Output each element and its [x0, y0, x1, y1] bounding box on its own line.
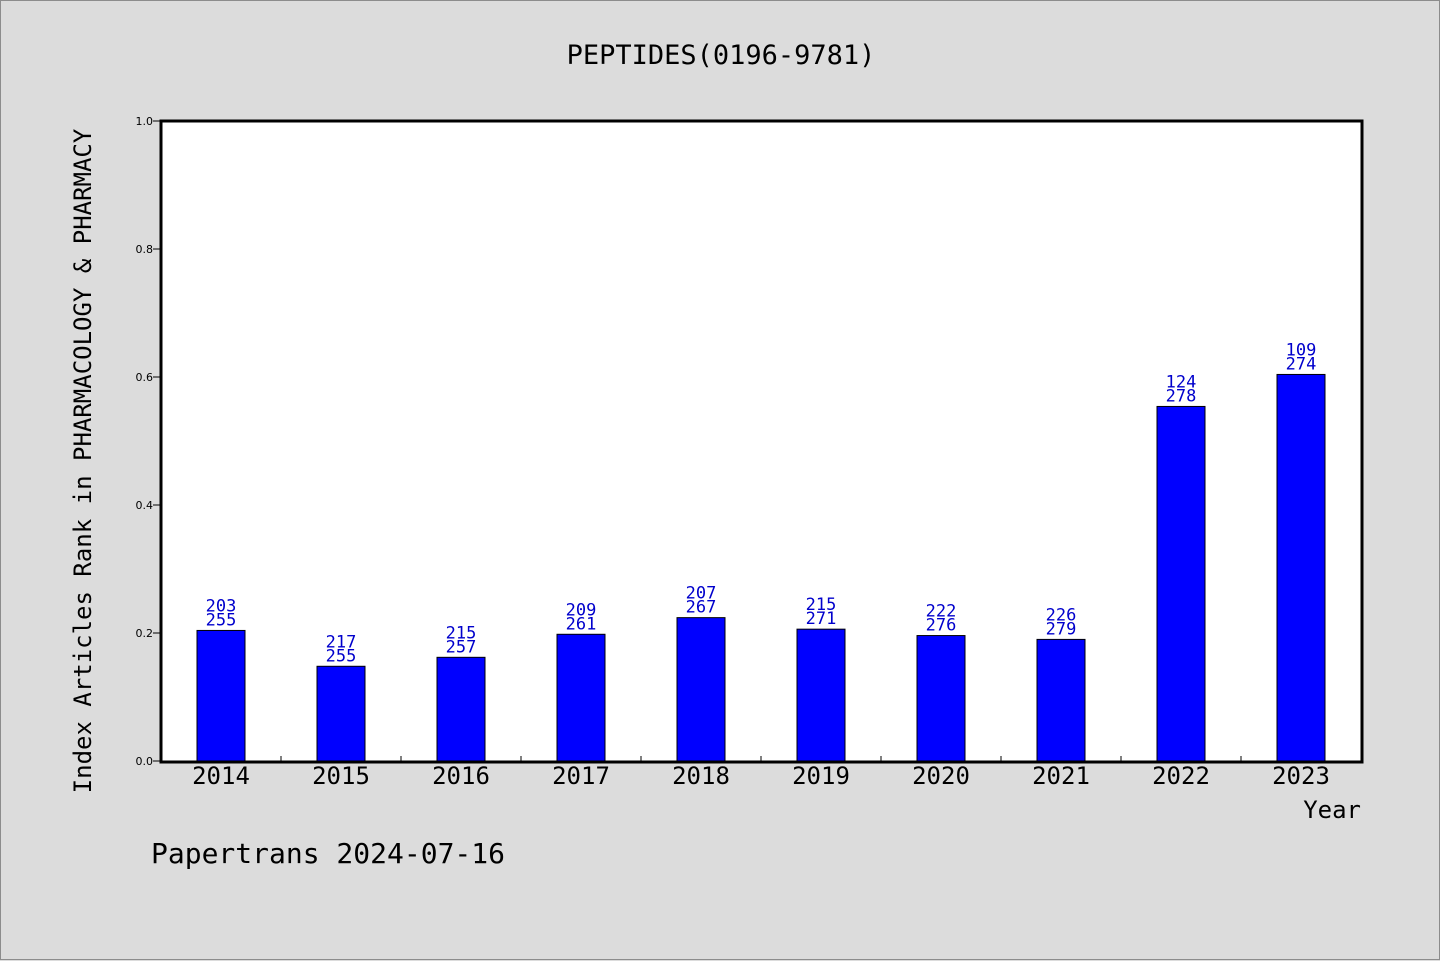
bar-2020 [916, 635, 966, 762]
bar-rank-label: 217 [326, 632, 357, 652]
bar-2022 [1156, 405, 1206, 762]
x-tick-label: 2020 [912, 762, 970, 790]
bar-2014 [196, 629, 246, 762]
bar-2017 [556, 633, 606, 762]
y-tick-label: 0.0 [136, 755, 154, 768]
y-axis-label: Index Articles Rank in PHARMACOLOGY & PH… [69, 128, 97, 793]
x-tick-label: 2021 [1032, 762, 1090, 790]
x-tick-label: 2017 [552, 762, 610, 790]
bar-rank-label: 222 [926, 602, 957, 622]
bar-rank-label: 226 [1046, 605, 1077, 625]
bar-total-label: 255 [326, 646, 357, 666]
bar-2018 [676, 617, 726, 762]
bar-2021 [1036, 638, 1086, 762]
y-tick-label: 1.0 [136, 115, 154, 128]
bar-2023 [1276, 373, 1326, 762]
bar-total-label: 276 [926, 616, 957, 636]
bar-total-label: 255 [206, 610, 237, 630]
bar-total-label: 267 [686, 598, 717, 618]
y-axis-ticks: 0.0 0.2 0.4 0.6 0.8 1.0 [136, 115, 161, 768]
y-tick-label: 0.8 [136, 243, 154, 256]
bar-2015 [316, 665, 366, 762]
x-axis-label: Year [1303, 796, 1361, 824]
bar-2016 [436, 656, 486, 762]
plot-border [159, 119, 1364, 764]
bar-rank-label: 109 [1286, 340, 1317, 360]
y-tick-label: 0.6 [136, 371, 154, 384]
bar-rank-label: 207 [686, 584, 717, 604]
y-tick-label: 0.4 [136, 499, 154, 512]
bar-2019 [796, 628, 846, 762]
footer-credit: Papertrans 2024-07-16 [151, 837, 505, 870]
x-tick-label: 2022 [1152, 762, 1210, 790]
bar-rank-label: 209 [566, 600, 597, 620]
x-tick-label: 2015 [312, 762, 370, 790]
bar-total-label: 278 [1166, 386, 1197, 406]
bar-total-label: 279 [1046, 619, 1077, 639]
bar-rank-label: 215 [446, 623, 477, 643]
x-tick-label: 2016 [432, 762, 490, 790]
x-tick-label: 2019 [792, 762, 850, 790]
y-tick-label: 0.2 [136, 627, 154, 640]
bar-rank-label: 203 [206, 596, 237, 616]
bar-total-label: 274 [1286, 354, 1317, 374]
x-tick-label: 2023 [1272, 762, 1330, 790]
x-axis-ticks: 2014 2015 2016 2017 2018 2019 2020 2021 2022 2023 [192, 756, 1330, 790]
x-tick-label: 2018 [672, 762, 730, 790]
bar-rank-label: 124 [1166, 372, 1197, 392]
bar-total-label: 261 [566, 614, 597, 634]
bar-total-label: 257 [446, 637, 477, 657]
bar-rank-label: 215 [806, 595, 837, 615]
chart-title: PEPTIDES(0196-9781) [567, 40, 876, 71]
bar-total-label: 271 [806, 609, 837, 629]
x-tick-label: 2014 [192, 762, 250, 790]
bars [196, 373, 1326, 762]
